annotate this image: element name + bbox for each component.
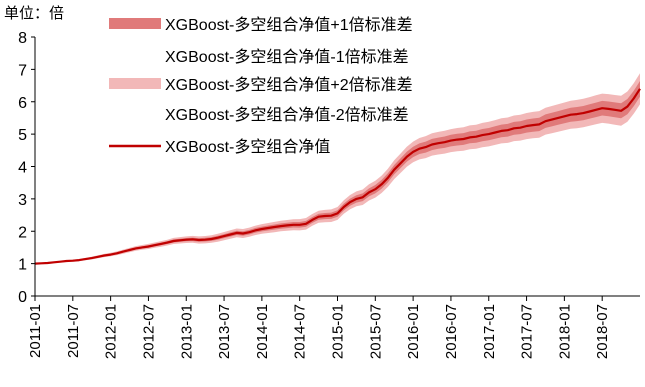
x-tick-label: 2013-07 [216,304,233,359]
x-tick-label: 2012-01 [103,304,120,359]
y-tick-label: 4 [18,160,27,177]
unit-label: 单位：倍 [4,5,65,22]
legend-swatch [109,78,161,89]
x-tick-label: 2018-07 [594,304,611,359]
x-tick-label: 2015-07 [367,304,384,359]
legend-label: XGBoost-多空组合净值+2倍标准差 [165,76,413,94]
legend: XGBoost-多空组合净值+1倍标准差 XGBoost-多空组合净值-1倍标准差… [109,16,413,156]
y-tick-label: 8 [18,30,27,47]
x-tick-label: 2014-07 [292,304,309,359]
y-tick-label: 6 [18,95,27,112]
x-tick-label: 2014-01 [254,304,271,359]
x-tick-label: 2016-07 [443,304,460,359]
x-tick-label: 2011-07 [65,304,82,358]
y-tick-label: 3 [18,192,27,209]
net-value-line [34,88,641,265]
y-tick-label: 0 [18,289,27,306]
legend-label: XGBoost-多空组合净值+1倍标准差 [165,16,413,34]
x-tick-label: 2017-01 [481,304,498,359]
axes: 0 1 2 3 4 5 6 7 8 2011-01 2011-07 2012-01 2012-07 201… [18,30,640,359]
x-tick-label: 2013-01 [178,304,195,359]
x-tick-label: 2012-07 [140,304,157,359]
x-tick-label: 2011-01 [27,304,44,358]
std-bands [35,73,640,264]
x-tick-label: 2015-01 [330,304,347,359]
legend-swatch [109,18,161,29]
x-tick-label: 2018-01 [556,304,573,359]
legend-label: XGBoost-多空组合净值-1倍标准差 [165,48,409,66]
legend-label: XGBoost-多空组合净值 [165,138,330,156]
y-tick-label: 1 [18,257,27,274]
y-tick-label: 2 [18,224,27,241]
y-tick-label: 7 [18,62,27,79]
legend-label: XGBoost-多空组合净值-2倍标准差 [165,106,409,124]
x-tick-label: 2016-01 [405,304,422,359]
band-plus-minus-2-std [35,73,640,264]
net-value-line-layer [34,88,641,265]
y-tick-label: 5 [18,127,27,144]
x-tick-label: 2017-07 [519,304,536,359]
